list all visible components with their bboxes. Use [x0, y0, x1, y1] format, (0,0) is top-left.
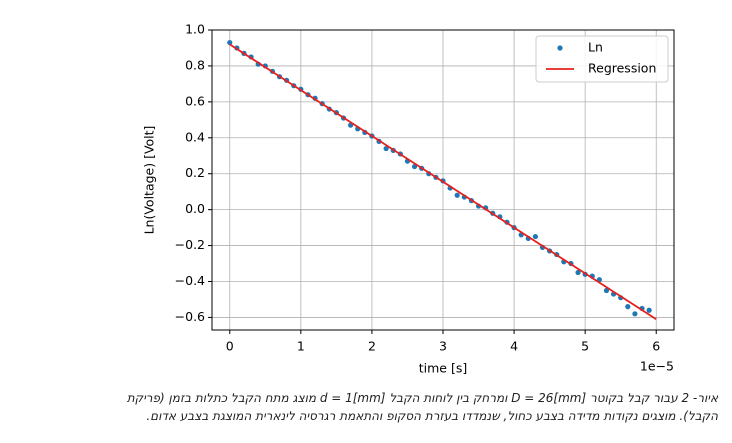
data-point — [646, 307, 652, 313]
data-point — [454, 192, 460, 198]
legend-label: Ln — [588, 40, 603, 55]
x-axis-label: time [s] — [419, 361, 467, 376]
caption: איור- 2 עבור קבל בקוטר D = 26[mm] ומרחק … — [10, 389, 718, 425]
x-tick-label: 2 — [368, 339, 376, 354]
regression-line — [229, 43, 657, 320]
legend-label: Regression — [588, 61, 656, 76]
chart: time [s] Ln(Voltage) [Volt] 1e−5 0 1 2 3 4 5 6… — [142, 22, 675, 376]
x-tick-label: 3 — [439, 339, 447, 354]
x-tick-label: 0 — [226, 339, 234, 354]
caption-line: איור- 2 עבור קבל בקוטר D = 26[mm] ומרחק … — [126, 391, 718, 405]
y-tick-label: −0.2 — [175, 237, 205, 252]
axes-frame — [211, 29, 675, 331]
y-tick-label: 0.4 — [185, 129, 205, 144]
y-tick-label: 1.0 — [185, 22, 205, 37]
caption-line: הקבל). מוצגים נקודות מדידה בצבע כחול, שנ… — [146, 409, 718, 423]
x-tick-label: 5 — [581, 339, 589, 354]
x-tick-label: 1 — [297, 339, 305, 354]
data-point — [532, 233, 539, 240]
legend-box — [535, 35, 669, 83]
data-point — [575, 269, 581, 276]
y-tick-label: −0.6 — [175, 309, 205, 324]
x-tick-label: 4 — [510, 339, 518, 354]
x-offset-label: 1e−5 — [640, 359, 674, 374]
data-point — [632, 311, 638, 317]
y-tick-label: 0.8 — [185, 57, 205, 72]
data-point — [227, 39, 233, 46]
y-tick-label: 0.0 — [185, 201, 205, 216]
legend-marker — [557, 45, 563, 51]
y-tick-label: 0.2 — [185, 165, 205, 180]
data-point — [383, 145, 389, 152]
data-point — [603, 287, 610, 294]
y-tick-label: −0.4 — [175, 273, 205, 288]
x-tick-label: 6 — [652, 339, 660, 354]
y-tick-label: 0.6 — [185, 93, 205, 108]
y-axis-label: Ln(Voltage) [Volt] — [142, 126, 157, 235]
data-point — [625, 304, 631, 310]
